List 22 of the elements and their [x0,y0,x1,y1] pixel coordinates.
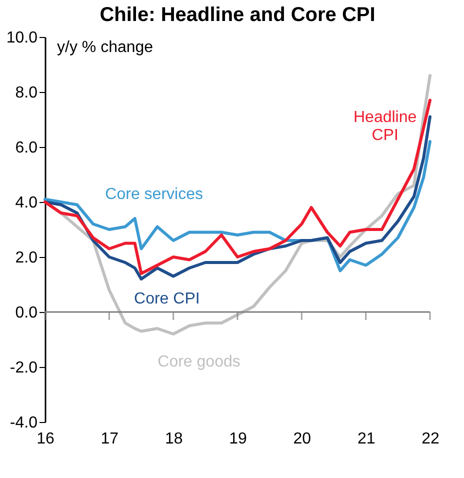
x-tick-label: 18 [164,430,183,448]
y-tick-label: -2.0 [10,360,38,376]
series-label: Core services [105,186,203,203]
series-label: Headline CPI [354,108,417,144]
series-label: Core CPI [134,290,200,308]
line-series [44,140,432,272]
x-tick-label: 19 [229,430,247,448]
x-tick-label: 22 [422,430,440,448]
x-tick-label: 21 [357,430,376,448]
x-tick-label: 16 [36,430,54,448]
y-tick-label: 10.0 [6,30,38,46]
y-tick-label: 0.0 [15,304,38,322]
y-tick-label: 8.0 [15,84,38,102]
y-tick-label: -4.0 [10,414,38,432]
y-tick-label: 6.0 [15,140,38,156]
y-tick-label: 2.0 [15,250,38,266]
y-tick-label: 4.0 [15,194,38,212]
x-tick-label: 20 [293,430,312,448]
x-tick-label: 17 [100,430,119,448]
series-label: Core goods [158,354,240,370]
chart-title: Chile: Headline and Core CPI [100,4,376,26]
y-axis-title: y/y % change [57,39,154,56]
